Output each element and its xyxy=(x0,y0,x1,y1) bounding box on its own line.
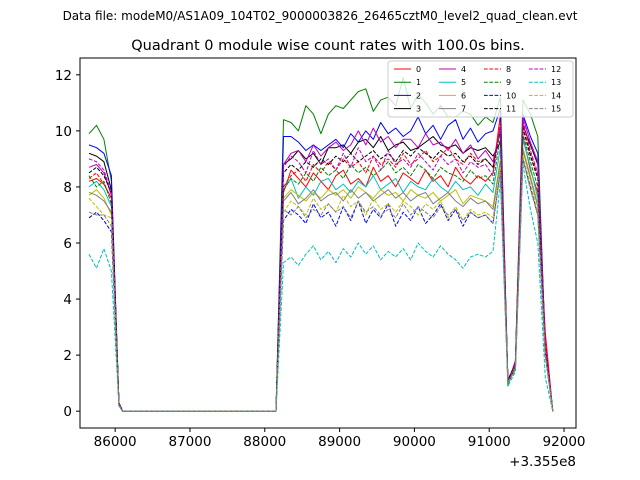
chart-suptitle: Data file: modeM0/AS1A09_104T02_90000038… xyxy=(63,9,578,23)
legend-label-9: 9 xyxy=(506,78,511,87)
series-line-8 xyxy=(88,122,554,412)
x-offset-label: +3.355e8 xyxy=(509,454,576,470)
legend-label-13: 13 xyxy=(551,78,561,87)
legend-label-0: 0 xyxy=(416,65,421,74)
series-layer xyxy=(88,77,554,412)
x-tick-label: 86000 xyxy=(94,434,137,450)
legend-label-14: 14 xyxy=(551,91,561,100)
series-line-10 xyxy=(88,158,554,412)
legend-label-11: 11 xyxy=(506,105,516,114)
legend-label-15: 15 xyxy=(551,105,561,114)
x-tick-label: 89000 xyxy=(318,434,361,450)
legend-label-10: 10 xyxy=(506,91,516,100)
x-axis: 86000 87000 88000 89000 90000 91000 92000 xyxy=(94,428,586,450)
y-tick-label: 6 xyxy=(63,236,72,252)
legend-label-12: 12 xyxy=(551,65,561,74)
series-line-9 xyxy=(88,133,554,412)
series-line-14 xyxy=(88,155,554,412)
series-line-15 xyxy=(88,158,554,412)
y-tick-label: 8 xyxy=(63,180,72,196)
x-tick-label: 90000 xyxy=(393,434,436,450)
legend-label-4: 4 xyxy=(461,65,466,74)
y-tick-label: 2 xyxy=(63,348,72,364)
x-tick-label: 92000 xyxy=(543,434,586,450)
series-line-12 xyxy=(88,119,554,412)
x-tick-label: 88000 xyxy=(243,434,286,450)
legend-label-8: 8 xyxy=(506,65,511,74)
y-axis: 0 2 4 6 8 10 12 xyxy=(55,68,80,420)
y-tick-label: 4 xyxy=(63,292,72,308)
legend-label-5: 5 xyxy=(461,78,466,87)
series-line-13 xyxy=(88,164,554,412)
legend-label-6: 6 xyxy=(461,91,466,100)
y-tick-label: 12 xyxy=(55,68,72,84)
plot-frame xyxy=(79,57,577,429)
series-line-3 xyxy=(88,124,554,412)
y-tick-label: 10 xyxy=(55,124,72,140)
x-tick-label: 91000 xyxy=(468,434,511,450)
x-tick-label: 87000 xyxy=(168,434,211,450)
legend-label-3: 3 xyxy=(416,105,421,114)
series-line-11 xyxy=(88,127,554,412)
chart-title: Quadrant 0 module wise count rates with … xyxy=(131,38,525,54)
y-tick-label: 0 xyxy=(63,404,72,420)
legend-frame xyxy=(387,60,574,118)
legend-label-7: 7 xyxy=(461,105,466,114)
legend-label-2: 2 xyxy=(416,91,421,100)
series-line-7 xyxy=(88,150,554,412)
legend-label-1: 1 xyxy=(416,78,421,87)
